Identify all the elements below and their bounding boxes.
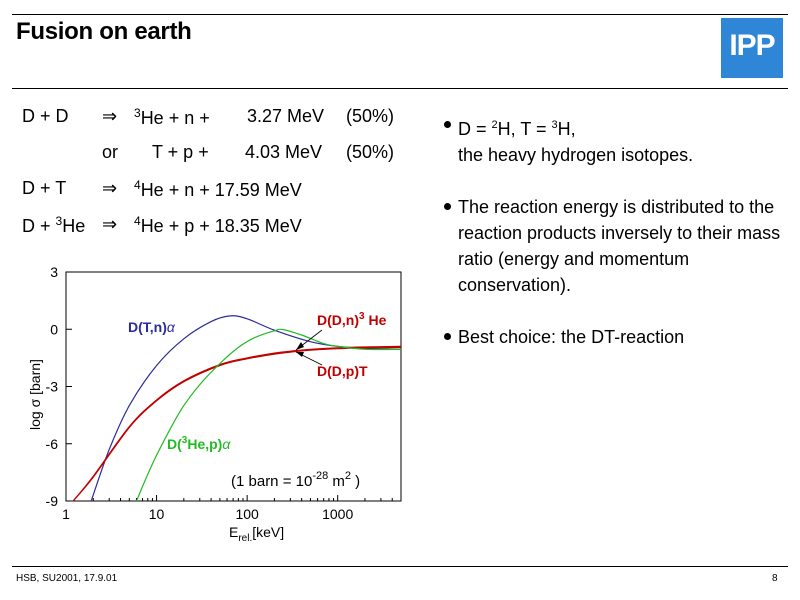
pointer-ddp-head xyxy=(296,352,304,357)
bullet-dot xyxy=(444,333,451,340)
footer-info: HSB, SU2001, 17.9.01 xyxy=(16,573,118,584)
implies-arrow: ⇒ xyxy=(102,214,118,234)
plot-frame xyxy=(65,271,402,502)
page-title: Fusion on earth xyxy=(16,18,192,45)
y-tick-label: 3 xyxy=(50,264,58,280)
pointer-ddn xyxy=(295,329,323,351)
ipp-logo: IPP xyxy=(721,18,783,78)
top-rule xyxy=(12,14,788,15)
reaction-dhe3: D + 3He ⇒ 4He + p + 18.35 MeV xyxy=(22,214,302,236)
page-number: 8 xyxy=(772,573,778,584)
bullet-dot xyxy=(444,121,451,128)
pointer-ddn-head xyxy=(296,342,304,350)
series-line-3 xyxy=(135,328,402,502)
series-line-1 xyxy=(72,345,402,502)
bullet-dot xyxy=(444,203,451,210)
y-tick-label: -6 xyxy=(46,436,59,452)
x-tick-label: 10 xyxy=(149,506,165,522)
series-line-0 xyxy=(90,315,402,502)
bullet-energy: The reaction energy is distributed to th… xyxy=(440,194,790,298)
label-ddn: D(D,n)3 He xyxy=(317,311,387,328)
bullet-isotopes: D = 2H, T = 3H, the heavy hydrogen isoto… xyxy=(440,112,790,168)
label-ddp: D(D,p)T xyxy=(317,363,368,379)
implies-arrow: ⇒ xyxy=(102,178,118,198)
x-tick-label: 100 xyxy=(235,506,259,522)
barn-annotation: (1 barn = 10-28 m2 ) xyxy=(231,470,360,490)
series-line-2 xyxy=(72,346,402,502)
y-tick-label: -3 xyxy=(46,379,59,395)
x-axis-label: Erel.[keV] xyxy=(229,524,284,544)
bullet-list: D = 2H, T = 3H, the heavy hydrogen isoto… xyxy=(440,112,790,376)
label-dhe3: D(3He,p)α xyxy=(167,435,231,452)
bullet-best-choice: Best choice: the DT-reaction xyxy=(440,324,790,350)
pointer-ddp xyxy=(295,351,323,366)
x-tick-label: 1 xyxy=(62,506,70,522)
y-tick-label: 0 xyxy=(50,321,58,337)
footer-rule xyxy=(12,566,788,567)
header-rule xyxy=(12,88,788,89)
reaction-dd-he: D + D ⇒ 3He + n + 3.27 MeV (50%) xyxy=(22,106,395,128)
y-axis-label: log σ [barn] xyxy=(27,359,43,430)
implies-arrow: ⇒ xyxy=(102,106,118,126)
label-dt: D(T,n)α xyxy=(128,319,176,335)
x-tick-label: 1000 xyxy=(322,506,353,522)
reaction-dt: D + T ⇒ 4He + n + 17.59 MeV xyxy=(22,178,302,200)
y-tick-label: -9 xyxy=(46,493,59,509)
